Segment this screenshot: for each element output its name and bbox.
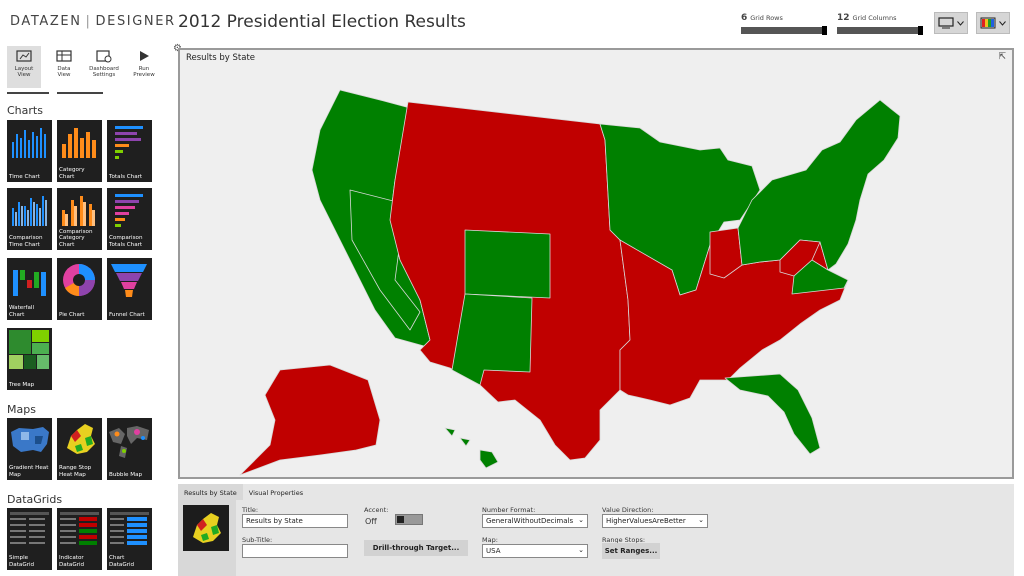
subtitle-label: Sub-Title:	[242, 536, 273, 544]
accent-toggle-thumb[interactable]	[397, 516, 404, 523]
range-stops-label: Range Stops:	[602, 536, 646, 544]
drill-through-button[interactable]: Drill-through Target...	[364, 540, 468, 556]
grid-columns-slider-handle[interactable]	[918, 26, 923, 35]
value-direction-label: Value Direction:	[602, 506, 654, 514]
grid-columns-label: 12 Grid Columns	[837, 13, 897, 23]
title-label: Title:	[242, 506, 259, 514]
accent-value: Off	[365, 517, 377, 526]
simple-datagrid-thumb-icon	[10, 512, 49, 544]
chart-datagrid-thumb-icon	[110, 512, 149, 545]
layout-tab-underline	[7, 92, 49, 94]
accent-toggle[interactable]	[395, 514, 423, 525]
range-stop-heat-map-thumb-icon	[67, 424, 95, 454]
comparison-time-chart-thumb-icon	[12, 196, 47, 226]
comparison-category-chart-thumb-icon	[62, 196, 95, 226]
state-green-colorado	[464, 229, 551, 299]
bubble-map-thumb-icon	[109, 426, 149, 458]
properties-pane: Results by State Visual Properties	[178, 484, 1014, 576]
view-toolbar: Layout View Data View Dashboard Settings Ru…	[7, 46, 161, 88]
category-chart-thumb-icon	[62, 128, 96, 158]
layout-view-icon	[16, 50, 32, 62]
chevron-down-icon: ⌄	[698, 516, 704, 524]
indicator-datagrid-tile[interactable]: Indicator DataGrid	[57, 508, 102, 570]
set-ranges-button[interactable]: Set Ranges...	[602, 543, 660, 559]
grid-columns-slider[interactable]	[837, 26, 923, 35]
value-direction-select[interactable]: HigherValuesAreBetter ⌄	[602, 514, 708, 528]
chevron-down-icon	[957, 20, 964, 26]
indicator-datagrid-thumb-icon	[60, 512, 99, 545]
waterfall-chart-tile[interactable]: Waterfall Chart	[7, 258, 52, 320]
number-format-label: Number Format:	[482, 506, 536, 514]
widget-preview-thumbnail	[183, 505, 229, 551]
time-chart-thumb-icon	[12, 128, 46, 158]
device-selector-button[interactable]	[934, 12, 968, 34]
state-green-hawaii	[444, 427, 499, 469]
state-green-new-mexico	[451, 293, 533, 386]
funnel-chart-thumb-icon	[111, 264, 147, 297]
map-select[interactable]: USA ⌄	[482, 544, 588, 558]
panel-title: Results by State	[186, 53, 256, 63]
monitor-icon	[938, 17, 954, 29]
map-preview-icon	[193, 513, 221, 543]
tab-results-by-state[interactable]: Results by State	[178, 484, 243, 500]
chevron-down-icon: ⌄	[578, 546, 584, 554]
gradient-heat-map-thumb-icon	[11, 427, 49, 452]
dashboard-title: 2012 Presidential Election Results	[178, 12, 466, 32]
grid-rows-label: 6 Grid Rows	[741, 13, 783, 23]
datagrids-heading: DataGrids	[7, 493, 63, 506]
totals-chart-thumb-icon	[115, 126, 143, 159]
data-view-button[interactable]: Data View	[47, 46, 81, 88]
tree-map-thumb-icon	[9, 330, 49, 369]
run-preview-icon	[140, 51, 149, 61]
layout-view-button[interactable]: Layout View	[7, 46, 41, 88]
state-green-florida	[724, 373, 821, 455]
dashboard-settings-icon	[96, 50, 112, 63]
gear-icon[interactable]: ⚙	[173, 43, 182, 54]
state-red-alaska	[239, 364, 381, 476]
title-input[interactable]: Results by State	[242, 514, 348, 528]
state-red-indiana	[709, 227, 743, 279]
run-preview-button[interactable]: Run Preview	[127, 46, 161, 88]
number-format-select[interactable]: GeneralWithoutDecimals ⌄	[482, 514, 588, 528]
range-stop-heat-map-tile[interactable]: Range Stop Heat Map	[57, 418, 102, 480]
comparison-totals-chart-thumb-icon	[115, 194, 143, 227]
expand-icon[interactable]: ⇱	[998, 52, 1006, 62]
tree-map-tile[interactable]: Tree Map	[7, 328, 52, 390]
totals-chart-tile[interactable]: Totals Chart	[107, 120, 152, 182]
chart-datagrid-tile[interactable]: Chart DataGrid	[107, 508, 152, 570]
map-label: Map:	[482, 536, 498, 544]
maps-heading: Maps	[7, 403, 36, 416]
chevron-down-icon: ⌄	[578, 516, 584, 524]
bubble-map-tile[interactable]: Bubble Map	[107, 418, 152, 480]
time-chart-tile[interactable]: Time Chart	[7, 120, 52, 182]
pie-chart-thumb-icon	[63, 264, 95, 297]
grid-rows-slider[interactable]	[741, 26, 827, 35]
dashboard-settings-button[interactable]: Dashboard Settings	[87, 46, 121, 88]
comparison-category-chart-tile[interactable]: Comparison Category Chart	[57, 188, 102, 250]
app-logo: DATAZEN | DESIGNER	[10, 14, 176, 29]
charts-heading: Charts	[7, 104, 43, 117]
category-chart-tile[interactable]: Category Chart	[57, 120, 102, 182]
comparison-totals-chart-tile[interactable]: Comparison Totals Chart	[107, 188, 152, 250]
tab-visual-properties[interactable]: Visual Properties	[248, 489, 304, 497]
comparison-time-chart-tile[interactable]: Comparison Time Chart	[7, 188, 52, 250]
accent-label: Accent:	[364, 506, 389, 514]
us-election-map[interactable]	[180, 50, 1012, 477]
simple-datagrid-tile[interactable]: Simple DataGrid	[7, 508, 52, 570]
data-view-icon	[56, 50, 72, 62]
waterfall-chart-thumb-icon	[13, 270, 46, 296]
funnel-chart-tile[interactable]: Funnel Chart	[107, 258, 152, 320]
map-panel[interactable]: Results by State ⇱	[178, 48, 1014, 479]
theme-selector-button[interactable]	[976, 12, 1010, 34]
data-tab-underline	[57, 92, 103, 94]
state-green-virginia	[791, 259, 849, 295]
widget-sidebar: Charts Time Chart Category Chart Totals …	[0, 98, 165, 576]
pie-chart-tile[interactable]: Pie Chart	[57, 258, 102, 320]
color-palette-icon	[980, 17, 996, 29]
chevron-down-icon	[999, 20, 1006, 26]
grid-rows-slider-handle[interactable]	[822, 26, 827, 35]
subtitle-input[interactable]	[242, 544, 348, 558]
gradient-heat-map-tile[interactable]: Gradient Heat Map	[7, 418, 52, 480]
